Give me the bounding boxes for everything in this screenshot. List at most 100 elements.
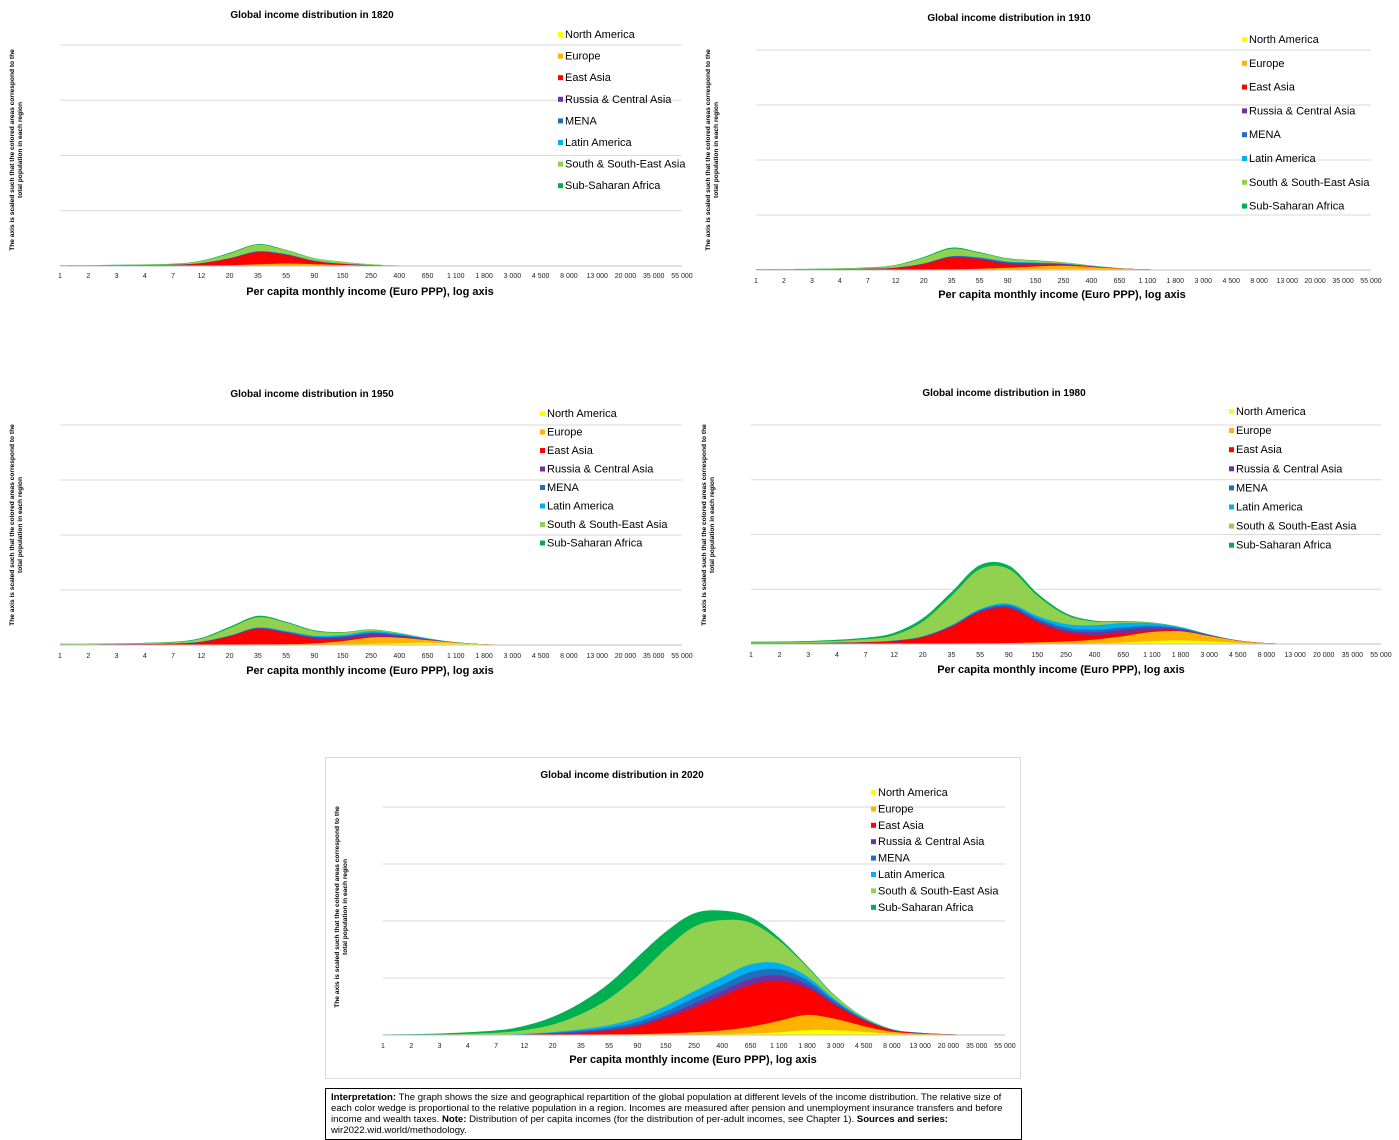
x-tick-label: 7 xyxy=(864,652,868,659)
x-tick-label: 1 100 xyxy=(1143,652,1161,659)
x-tick-label: 55 xyxy=(976,278,984,285)
legend-label: East Asia xyxy=(547,445,594,457)
x-tick-label: 250 xyxy=(1060,652,1072,659)
legend-swatch xyxy=(558,183,563,189)
x-tick-label: 20 000 xyxy=(615,273,637,280)
x-tick-label: 20 000 xyxy=(1313,652,1335,659)
x-axis-label: Per capita monthly income (Euro PPP), lo… xyxy=(246,286,494,298)
legend-swatch xyxy=(1229,428,1234,434)
x-tick-label: 12 xyxy=(520,1043,528,1050)
x-tick-label: 400 xyxy=(1089,652,1101,659)
legend-swatch xyxy=(540,503,545,509)
x-tick-label: 8 000 xyxy=(1250,278,1268,285)
legend-swatch xyxy=(871,806,876,812)
legend-label: North America xyxy=(1236,406,1307,418)
legend-swatch xyxy=(1242,108,1247,114)
x-tick-label: 1 800 xyxy=(1172,652,1190,659)
x-tick-label: 55 000 xyxy=(671,273,693,280)
chart-svg-1820: 1 2 3 4 7 12 20 35 55 90 150 250 400 650 1 100 1 800 3 0… xyxy=(9,10,693,298)
x-tick-label: 1 100 xyxy=(447,653,465,660)
chart-panel-1980: 1 2 3 4 7 12 20 35 55 90 150 250 400 650 1 100 1 800 3 0… xyxy=(699,380,1399,690)
legend-label: East Asia xyxy=(1236,444,1283,456)
x-tick-label: 4 500 xyxy=(532,273,550,280)
legend-label: Russia & Central Asia xyxy=(547,464,654,476)
x-tick-label: 650 xyxy=(422,653,434,660)
x-tick-label: 35 000 xyxy=(643,273,665,280)
chart-title: Global income distribution in 1820 xyxy=(230,10,394,21)
x-tick-label: 20 xyxy=(226,273,234,280)
interpretation-label: Interpretation: xyxy=(331,1092,397,1103)
x-tick-label: 20 xyxy=(920,278,928,285)
x-tick-label: 150 xyxy=(337,653,349,660)
legend-label: Sub-Saharan Africa xyxy=(547,538,643,550)
x-tick-label: 4 xyxy=(466,1043,470,1050)
y-axis-label-line2: total population in each region xyxy=(713,102,720,198)
legend-label: Europe xyxy=(878,803,913,815)
legend-label: Russia & Central Asia xyxy=(1249,105,1356,117)
x-tick-label: 3 000 xyxy=(504,653,522,660)
legend-label: Europe xyxy=(1249,58,1284,70)
legend-label: North America xyxy=(547,408,618,420)
legend-swatch xyxy=(558,96,563,102)
x-tick-label: 90 xyxy=(634,1043,642,1050)
note-text: Distribution of per capita incomes (for … xyxy=(466,1114,857,1125)
x-tick-label: 650 xyxy=(1117,652,1129,659)
legend-label: Europe xyxy=(565,51,600,63)
legend-label: MENA xyxy=(547,482,579,494)
y-axis-label-line2: total population in each region xyxy=(17,102,24,198)
legend-swatch xyxy=(1242,203,1247,209)
legend-swatch xyxy=(540,466,545,472)
legend-swatch xyxy=(871,904,876,910)
x-tick-label: 12 xyxy=(892,278,900,285)
x-tick-label: 4 xyxy=(835,652,839,659)
legend-label: Europe xyxy=(547,427,582,439)
x-tick-label: 4 500 xyxy=(855,1043,873,1050)
legend-label: Sub-Saharan Africa xyxy=(1236,540,1332,552)
x-tick-label: 3 xyxy=(810,278,814,285)
x-tick-label: 13 000 xyxy=(586,653,608,660)
legend-swatch xyxy=(871,790,876,795)
area-south-south-east-asia xyxy=(378,919,1008,1035)
x-tick-label: 1 800 xyxy=(475,273,493,280)
x-axis-label: Per capita monthly income (Euro PPP), lo… xyxy=(246,665,494,677)
x-tick-label: 4 xyxy=(143,653,147,660)
x-tick-label: 1 800 xyxy=(1167,278,1185,285)
x-tick-label: 3 000 xyxy=(1195,278,1213,285)
legend-swatch xyxy=(871,888,876,894)
x-tick-label: 55 000 xyxy=(1360,278,1382,285)
x-tick-label: 12 xyxy=(890,652,898,659)
x-tick-label: 1 xyxy=(58,273,62,280)
x-tick-label: 20 xyxy=(226,653,234,660)
x-tick-label: 650 xyxy=(1114,278,1126,285)
area-east-asia xyxy=(751,257,1220,270)
x-tick-label: 8 000 xyxy=(560,273,578,280)
x-tick-label: 7 xyxy=(171,653,175,660)
legend-label: North America xyxy=(565,29,636,41)
x-tick-label: 650 xyxy=(745,1043,757,1050)
legend-swatch xyxy=(1242,60,1247,66)
legend-swatch xyxy=(871,872,876,877)
x-tick-label: 150 xyxy=(660,1043,672,1050)
x-tick-label: 35 xyxy=(948,278,956,285)
x-tick-label: 20 000 xyxy=(938,1043,960,1050)
x-tick-label: 90 xyxy=(311,273,319,280)
legend-swatch xyxy=(540,485,545,490)
legend-swatch xyxy=(558,75,563,81)
legend-label: East Asia xyxy=(878,820,925,832)
x-tick-label: 13 000 xyxy=(586,273,608,280)
x-tick-label: 35 000 xyxy=(1342,652,1364,659)
x-tick-label: 3 xyxy=(115,653,119,660)
legend-swatch xyxy=(871,839,876,845)
legend-label: South & South-East Asia xyxy=(565,159,686,171)
chart-svg-1980: 1 2 3 4 7 12 20 35 55 90 150 250 400 650 1 100 1 800 3 0… xyxy=(701,388,1392,676)
legend-swatch xyxy=(540,429,545,435)
x-tick-label: 35 000 xyxy=(966,1043,988,1050)
x-tick-label: 4 500 xyxy=(1229,652,1247,659)
x-tick-label: 12 xyxy=(197,273,205,280)
x-tick-label: 35 xyxy=(254,273,262,280)
x-tick-label: 4 xyxy=(838,278,842,285)
legend-swatch xyxy=(1242,84,1247,90)
interpretation-text: The graph shows the size and geographica… xyxy=(331,1092,1003,1125)
x-tick-label: 1 100 xyxy=(1139,278,1157,285)
sources-label: Sources and series: xyxy=(856,1114,948,1125)
